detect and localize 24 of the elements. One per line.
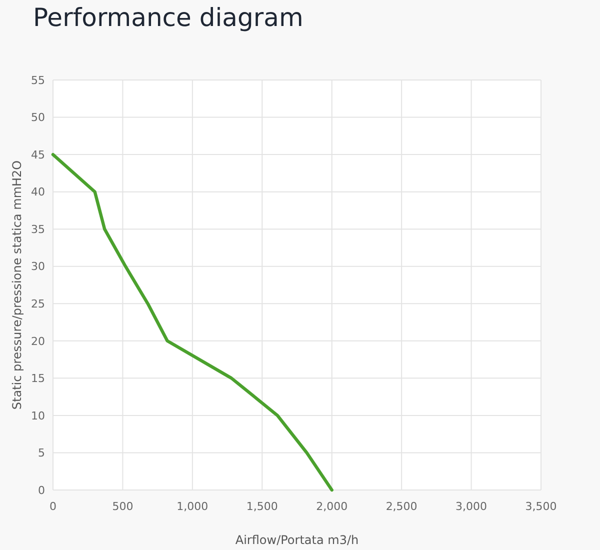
y-tick-label: 15	[31, 372, 45, 386]
y-tick-label: 40	[31, 186, 45, 199]
x-tick-label: 500	[112, 500, 134, 513]
chart-title: Performance diagram	[33, 3, 304, 32]
y-axis-title: Static pressure/pressione statica mmH2O	[10, 160, 24, 410]
x-tick-label: 3,500	[525, 500, 557, 513]
y-tick-label: 30	[31, 260, 45, 274]
x-tick-label: 0	[50, 500, 56, 513]
x-tick-label: 1,500	[246, 500, 278, 513]
x-tick-label: 2,000	[316, 500, 348, 513]
y-tick-label: 25	[31, 297, 45, 310]
x-tick-label: 2,500	[386, 500, 418, 513]
y-tick-label: 10	[31, 409, 45, 422]
line-series	[51, 152, 334, 492]
y-tick-label: 55	[31, 74, 45, 87]
x-tick-label: 1,000	[176, 500, 208, 513]
y-tick-label: 0	[38, 484, 45, 497]
y-tick-label: 5	[38, 446, 45, 460]
y-tick-label: 45	[31, 148, 45, 162]
y-tick-label: 50	[31, 111, 45, 124]
y-tick-label: 20	[31, 334, 45, 348]
x-tick-label: 3,000	[456, 500, 488, 513]
x-axis-title: Airflow/Portata m3/h	[235, 533, 359, 547]
y-tick-label: 35	[31, 222, 45, 236]
